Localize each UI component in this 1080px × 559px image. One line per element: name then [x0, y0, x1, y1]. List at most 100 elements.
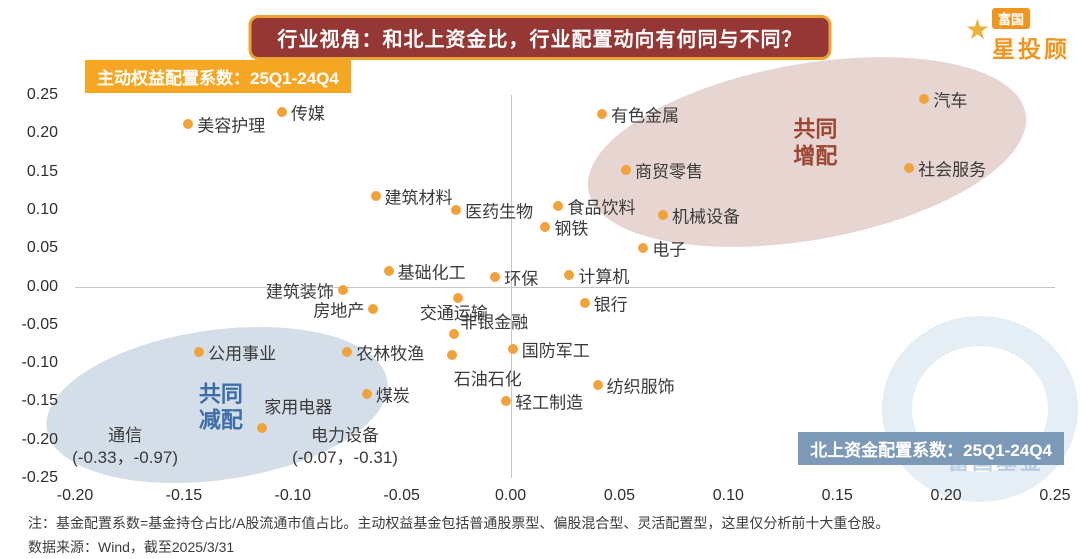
x-axis-tick: -0.05 [383, 487, 420, 504]
point-label: 轻工制造 [515, 393, 584, 413]
scatter-point [564, 270, 575, 280]
point-label: 石油石化 [453, 369, 522, 389]
x-axis-tick: -0.15 [165, 487, 203, 504]
scatter-point [448, 328, 459, 339]
y-axis-tick: -0.15 [21, 392, 58, 410]
point-label: 家用电器 [264, 398, 333, 418]
annotation-line: 电力设备 [311, 426, 380, 446]
scatter-point [904, 162, 915, 173]
point-label: 基础化工 [397, 263, 466, 283]
scatter-point [620, 165, 631, 176]
scatter-point [368, 304, 379, 315]
offchart-annotation: 电力设备 (-0.07，-0.31) [292, 425, 398, 469]
x-axis-tick: 0.20 [930, 487, 962, 504]
offchart-annotation: 通信 (-0.33，-0.97) [72, 425, 178, 469]
x-axis-tick: 0.00 [494, 487, 527, 504]
y-axis-legend-badge: 主动权益配置系数：25Q1-24Q4 [85, 60, 351, 93]
point-label: 有色金属 [611, 106, 680, 126]
x-zero-axis-line [75, 286, 1055, 288]
scatter-point [592, 379, 603, 390]
point-label: 房地产 [313, 301, 365, 321]
point-label: 建筑装饰 [265, 282, 334, 302]
y-axis-tick: 0.05 [26, 239, 58, 257]
scatter-point [361, 388, 372, 399]
x-axis-tick: 0.25 [1039, 487, 1071, 504]
point-label: 银行 [593, 295, 628, 315]
y-axis-tick: -0.20 [21, 430, 58, 448]
x-axis-tick: 0.05 [603, 487, 636, 504]
scatter-point [501, 396, 512, 407]
point-label: 建筑材料 [384, 188, 453, 208]
star-icon: ★ [964, 14, 990, 45]
footnote-source: 数据来源：Wind，截至2025/3/31 [28, 539, 235, 555]
brand-logo-text: 富国 星投顾 [992, 8, 1070, 64]
point-label: 纺织服饰 [606, 377, 675, 397]
point-label: 交通运输 [419, 303, 488, 323]
page-title: 行业视角：和北上资金比，行业配置动向有何同与不同？ [248, 15, 832, 60]
scatter-point [507, 344, 518, 355]
brand-box-label: 富国 [992, 8, 1031, 29]
x-axis-tick: -0.20 [56, 487, 94, 504]
scatter-point [919, 93, 930, 104]
region-label-line: 共同 [793, 116, 838, 142]
y-axis-tick: 0.10 [26, 200, 58, 218]
scatter-point [490, 272, 501, 283]
scatter-point [540, 221, 551, 232]
point-label: 国防军工 [521, 341, 590, 361]
region-label-line: 减配 [198, 407, 243, 433]
annotation-line: (-0.33，-0.97) [72, 448, 178, 468]
point-label: 非银金融 [460, 312, 529, 332]
point-label: 传媒 [290, 104, 325, 124]
annotation-line: 通信 [108, 426, 143, 446]
y-axis-tick: -0.25 [21, 469, 58, 486]
y-axis-tick: -0.05 [21, 315, 58, 333]
y-axis-tick: 0.00 [26, 277, 58, 295]
annotation-line: (-0.07，-0.31) [292, 448, 398, 468]
scatter-point [553, 201, 564, 212]
x-axis-tick: 0.10 [712, 487, 744, 504]
region-label: 共同 减配 [199, 381, 243, 434]
scatter-point [257, 423, 268, 434]
point-label: 商贸零售 [634, 162, 703, 182]
region-label: 共同 增配 [793, 117, 837, 170]
point-label: 机械设备 [672, 207, 740, 227]
scatter-point [337, 285, 348, 296]
point-label: 医药生物 [465, 202, 534, 222]
y-axis-tick: -0.10 [21, 354, 58, 372]
x-axis-legend-badge: 北上资金配置系数：25Q1-24Q4 [798, 432, 1064, 465]
point-label: 汽车 [933, 91, 968, 111]
scatter-point [658, 210, 668, 221]
scatter-point [597, 109, 608, 120]
y-axis-tick: 0.20 [26, 124, 58, 142]
brand-name-label: 星投顾 [992, 36, 1070, 62]
x-axis-tick: 0.15 [821, 487, 853, 504]
scatter-point [638, 243, 649, 254]
point-label: 美容护理 [197, 116, 266, 136]
point-label: 公用事业 [208, 344, 277, 364]
scatter-point [342, 347, 353, 358]
region-label-line: 增配 [793, 143, 838, 169]
scatter-point [183, 119, 194, 130]
point-label: 农林牧渔 [356, 344, 425, 364]
point-label: 计算机 [578, 267, 630, 287]
scatter-point [370, 191, 381, 202]
point-label: 电子 [652, 240, 687, 260]
y-axis-tick: 0.25 [26, 86, 58, 103]
region-label-line: 共同 [198, 381, 243, 407]
point-label: 社会服务 [918, 160, 987, 180]
brand-logo: ★ 富国 星投顾 [965, 8, 1070, 64]
scatter-point [579, 298, 590, 309]
point-label: 煤炭 [375, 386, 410, 406]
scatter-point [451, 204, 462, 215]
scatter-point [194, 347, 205, 358]
point-label: 食品饮料 [567, 198, 636, 218]
point-label: 环保 [504, 269, 539, 289]
point-label: 钢铁 [554, 219, 589, 239]
scatter-point [446, 349, 457, 360]
scatter-point [383, 266, 394, 277]
scatter-point [453, 292, 464, 303]
x-axis-tick: -0.10 [274, 487, 311, 504]
footnote-definition: 注：基金配置系数=基金持仓占比/A股流通市值占比。主动权益基金包括普通股票型、偏… [28, 515, 890, 531]
